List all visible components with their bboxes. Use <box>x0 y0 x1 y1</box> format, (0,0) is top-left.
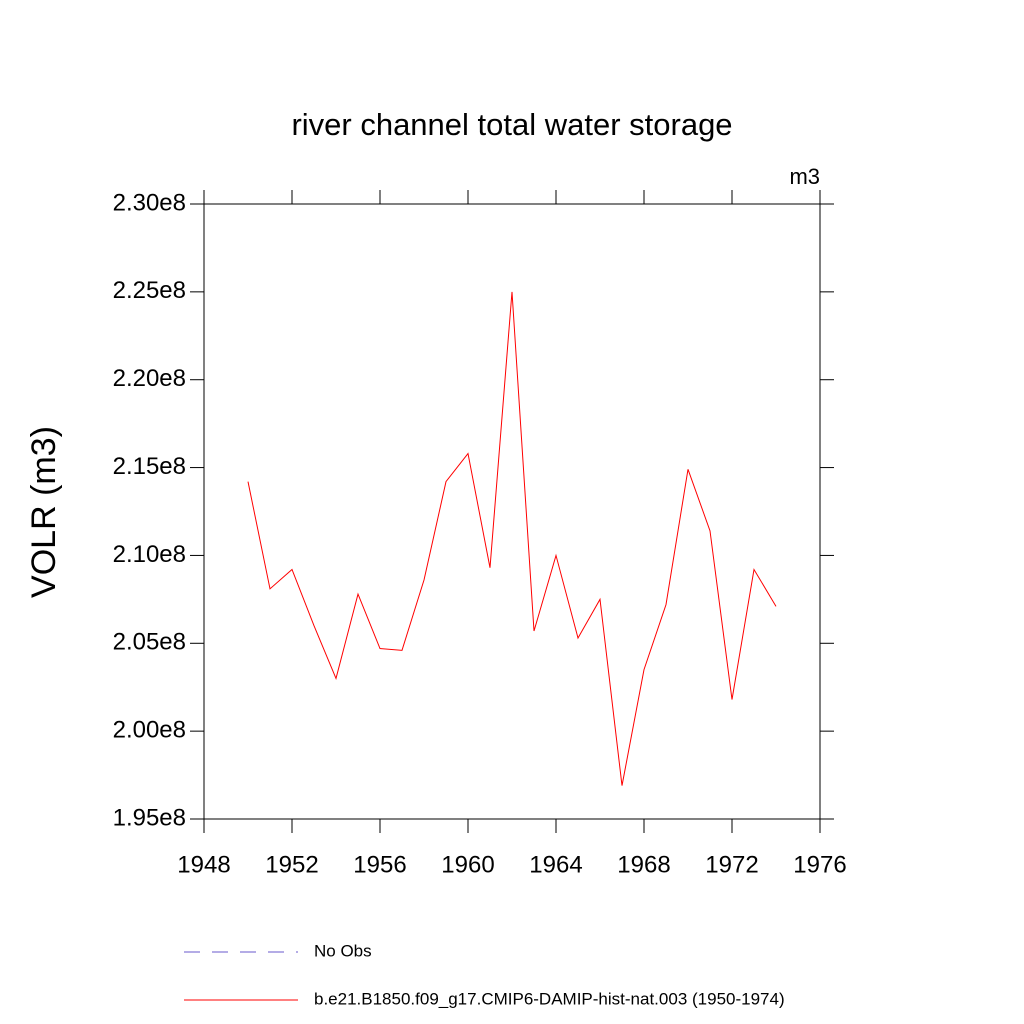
y-tick-label: 2.00e8 <box>113 716 186 743</box>
x-tick-label: 1972 <box>705 851 758 878</box>
y-tick-label: 1.95e8 <box>113 804 186 831</box>
legend-label: No Obs <box>314 941 372 960</box>
x-tick-label: 1952 <box>265 851 318 878</box>
y-tick-label: 2.20e8 <box>113 365 186 392</box>
x-tick-label: 1976 <box>793 851 846 878</box>
x-tick-label: 1960 <box>441 851 494 878</box>
y-tick-label: 2.25e8 <box>113 277 186 304</box>
x-tick-label: 1948 <box>177 851 230 878</box>
plot-frame <box>203 203 821 820</box>
y-tick-label: 2.30e8 <box>113 189 186 216</box>
chart-title: river channel total water storage <box>291 107 732 142</box>
y-tick-label: 2.10e8 <box>113 541 186 568</box>
data-line <box>247 291 777 786</box>
x-tick-label: 1956 <box>353 851 406 878</box>
x-tick-label: 1964 <box>529 851 582 878</box>
units-label: m3 <box>789 164 820 189</box>
legend-label: b.e21.B1850.f09_g17.CMIP6-DAMIP-hist-nat… <box>314 989 785 1008</box>
y-axis-label: VOLR (m3) <box>25 426 63 598</box>
x-tick-label: 1968 <box>617 851 670 878</box>
y-tick-label: 2.05e8 <box>113 629 186 656</box>
y-tick-label: 2.15e8 <box>113 453 186 480</box>
